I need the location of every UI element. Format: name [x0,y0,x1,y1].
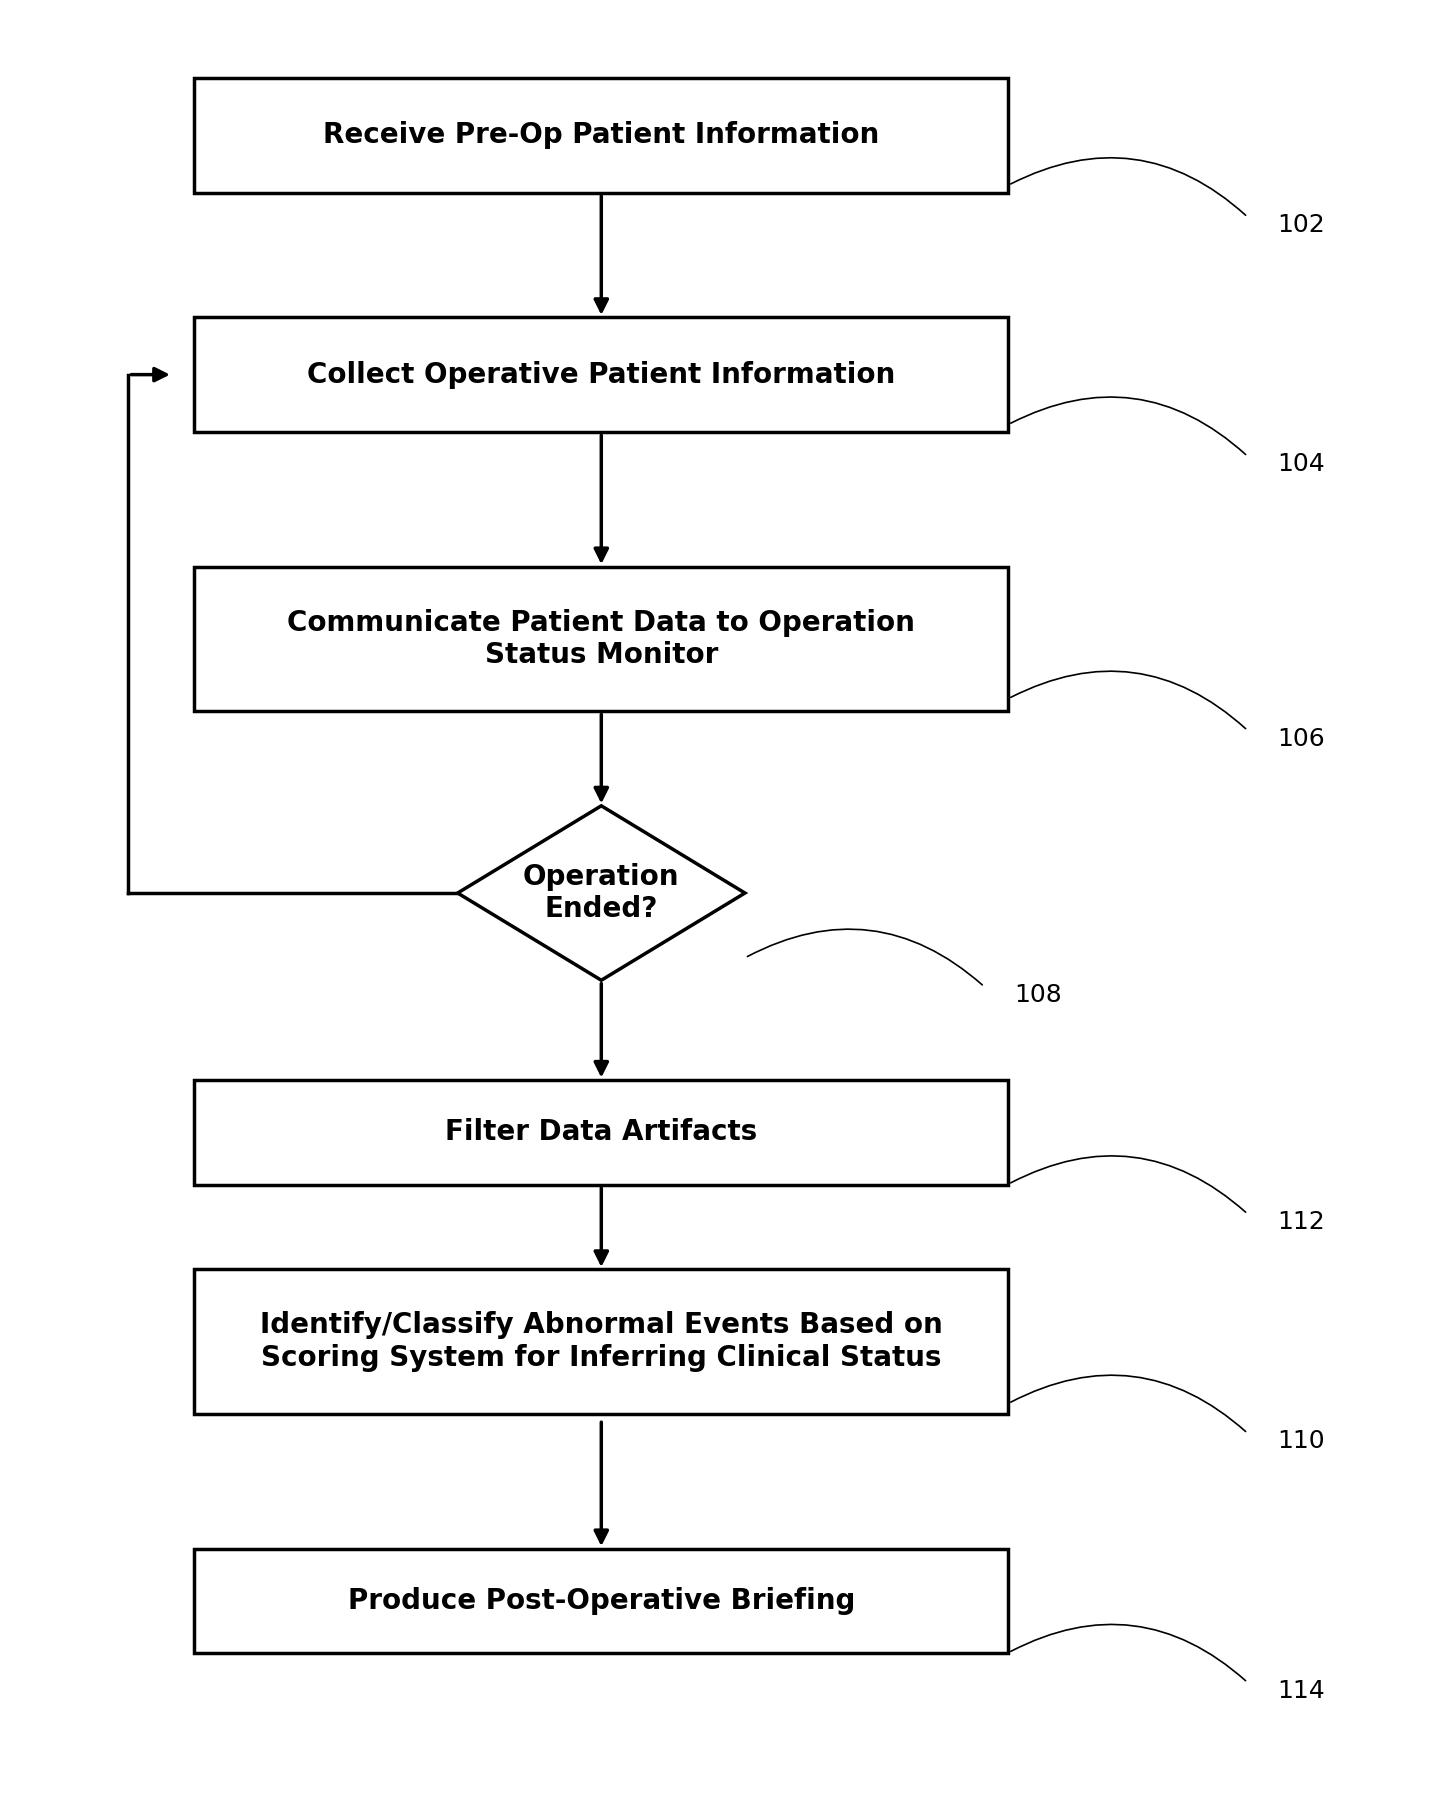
FancyBboxPatch shape [195,317,1008,433]
Text: 106: 106 [1278,727,1325,750]
Text: Collect Operative Patient Information: Collect Operative Patient Information [307,361,895,389]
FancyBboxPatch shape [195,1080,1008,1185]
Text: 110: 110 [1278,1430,1325,1453]
FancyBboxPatch shape [195,1269,1008,1414]
Text: 114: 114 [1278,1679,1325,1702]
Text: 108: 108 [1014,983,1061,1006]
Text: 102: 102 [1278,213,1325,236]
Text: 104: 104 [1278,453,1325,476]
Text: Operation
Ended?: Operation Ended? [523,864,679,923]
FancyBboxPatch shape [195,78,1008,193]
Text: Receive Pre-Op Patient Information: Receive Pre-Op Patient Information [323,121,880,150]
Text: Produce Post-Operative Briefing: Produce Post-Operative Briefing [348,1587,855,1615]
Text: Communicate Patient Data to Operation
Status Monitor: Communicate Patient Data to Operation St… [287,609,916,669]
Text: 112: 112 [1278,1210,1325,1233]
FancyBboxPatch shape [195,566,1008,710]
Text: Identify/Classify Abnormal Events Based on
Scoring System for Inferring Clinical: Identify/Classify Abnormal Events Based … [260,1311,943,1372]
Text: Filter Data Artifacts: Filter Data Artifacts [446,1118,757,1147]
FancyBboxPatch shape [195,1549,1008,1653]
Polygon shape [457,806,746,981]
